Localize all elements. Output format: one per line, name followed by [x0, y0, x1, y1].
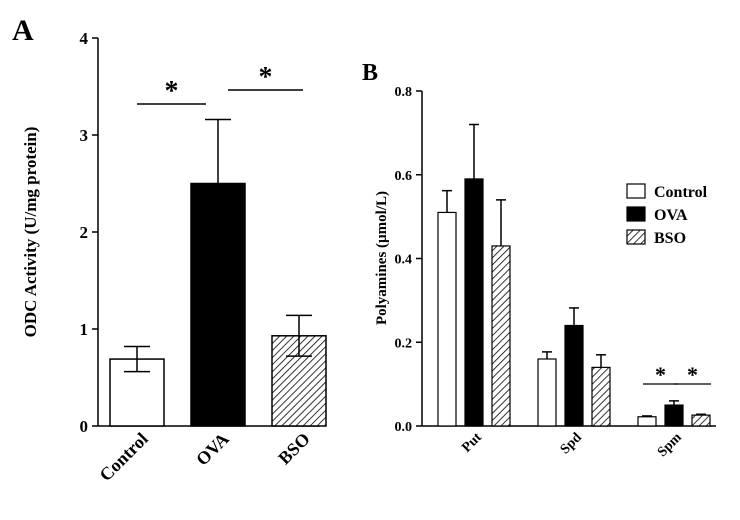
panel-a-bar-ova — [190, 182, 246, 427]
panel-b-bar-spm-ova — [664, 404, 684, 427]
panel-b-bar-spd-control — [537, 358, 557, 427]
panel-b-y-tick-label: 0.8 — [395, 85, 413, 100]
panel-a-significance-star: * — [165, 76, 179, 107]
panel-a-y-tick-label: 4 — [80, 29, 89, 48]
panel-a-significance: * * — [137, 62, 303, 107]
panel-b-bar-put-control — [437, 211, 457, 427]
panel-b-polyamines-chart: B 0.00.20.40.60.8 Put Spd Spm * * ControlOV… — [362, 60, 716, 460]
panel-a-y-tick-label: 3 — [80, 126, 89, 145]
panel-a-y-tick-label: 0 — [80, 417, 89, 436]
legend-label-bso: BSO — [654, 230, 686, 247]
panel-a-x-tick-label: OVA — [192, 429, 233, 470]
panel-b-y-tick-label: 0.0 — [395, 420, 413, 435]
panel-a-y-axis-label: ODC Activity (U/mg protein) — [21, 127, 40, 338]
legend-swatch-bso — [626, 229, 646, 245]
panel-b-y-axis-label: Polyamines (µmol/L) — [374, 191, 390, 325]
panel-a-y-tick-label: 2 — [80, 223, 89, 242]
panel-a-y-tick-label: 1 — [80, 320, 89, 339]
panel-a-x-tick-label: Control — [95, 429, 151, 485]
panel-b-bars: Put Spd Spm — [437, 123, 711, 460]
panel-b-y-tick-label: 0.6 — [395, 169, 413, 184]
panel-b-bar-spm-bso — [691, 414, 711, 427]
panel-b-significance-star: * — [655, 362, 666, 387]
panel-b-significance-star: * — [687, 362, 698, 387]
legend-swatch-control — [626, 183, 646, 199]
panel-b-y-tick-label: 0.2 — [395, 336, 413, 351]
panel-b-bar-put-bso — [491, 245, 511, 427]
legend-label-ova: OVA — [654, 207, 688, 224]
panel-b-bar-spd-ova — [564, 324, 584, 427]
legend-label-control: Control — [654, 184, 708, 201]
panel-b-y-tick-label: 0.4 — [395, 253, 413, 268]
panel-b-bar-spd-bso — [591, 366, 611, 427]
panel-b-x-tick-label: Spm — [655, 430, 685, 460]
legend-swatch-ova — [626, 206, 646, 222]
panel-b-significance: * * — [643, 362, 711, 387]
panel-b-bar-put-ova — [464, 178, 484, 427]
panel-b-bar-spm-control — [637, 416, 657, 427]
panel-a-bars: Control OVA BSO — [95, 118, 327, 485]
panel-a-label: A — [12, 14, 34, 47]
panel-a-x-tick-label: BSO — [274, 429, 314, 469]
panel-b-x-tick-label: Put — [459, 430, 485, 456]
panel-b-x-tick-label: Spd — [558, 430, 585, 457]
panel-b-label: B — [362, 60, 378, 86]
panel-b-legend: Control OVA BSO — [626, 183, 708, 247]
panel-a-significance-star: * — [259, 62, 273, 93]
